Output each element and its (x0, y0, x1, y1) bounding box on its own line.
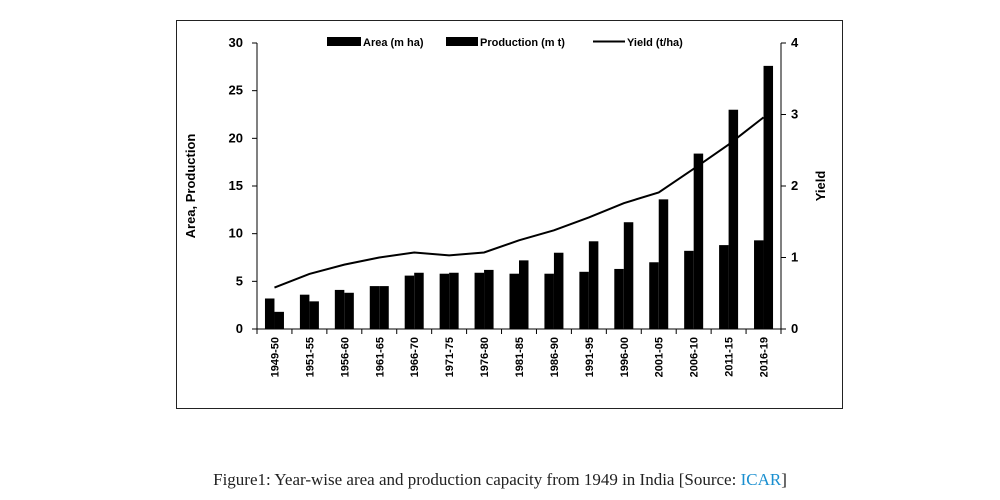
x-tick-label: 1966-70 (409, 337, 421, 377)
left-tick-label: 0 (236, 321, 243, 336)
right-tick-label: 4 (791, 35, 799, 50)
x-tick-label: 1986-90 (549, 337, 561, 377)
right-tick-label: 3 (791, 107, 798, 122)
left-tick-label: 5 (236, 273, 243, 288)
caption-text: Figure1: Year-wise area and production c… (213, 470, 741, 489)
x-tick-label: 1991-95 (584, 337, 596, 377)
x-tick-label: 1996-00 (619, 337, 631, 377)
area-bar (439, 273, 450, 329)
x-tick-label: 1949-50 (269, 337, 281, 377)
left-axis-title: Area, Production (183, 134, 198, 239)
x-tick-label: 1976-80 (479, 337, 491, 377)
legend-label-production: Production (m t) (480, 37, 565, 49)
left-tick-label: 20 (229, 130, 243, 145)
x-tick-label: 1951-55 (304, 337, 316, 377)
left-tick-label: 25 (229, 83, 243, 98)
area-bar (334, 289, 345, 329)
area-bar (544, 273, 554, 329)
x-tick-label: 1956-60 (339, 337, 351, 377)
x-tick-label: 2006-10 (689, 337, 701, 377)
legend-swatch-area (327, 37, 361, 46)
area-bar (719, 245, 729, 329)
area-bar (264, 298, 275, 329)
area-bar (509, 273, 519, 329)
area-bar (369, 286, 380, 329)
area-bar (299, 294, 310, 329)
x-tick-label: 1981-85 (514, 337, 526, 377)
left-tick-label: 30 (229, 35, 243, 50)
caption-close: ] (781, 470, 787, 489)
area-bar (404, 275, 415, 329)
legend-label-yield: Yield (t/ha) (627, 37, 683, 49)
production-bar (344, 292, 354, 329)
production-bar (414, 272, 424, 329)
production-bar (728, 109, 739, 329)
production-bar (379, 286, 389, 329)
area-bar (684, 250, 694, 329)
legend-swatch-production (446, 37, 478, 46)
legend-label-area: Area (m ha) (363, 37, 424, 49)
left-tick-label: 15 (229, 178, 243, 193)
area-bar (579, 271, 589, 329)
right-axis-title: Yield (813, 171, 828, 202)
x-tick-label: 1961-65 (374, 337, 386, 377)
area-bar (754, 240, 764, 329)
production-bar (763, 65, 774, 329)
area-bar (614, 268, 624, 329)
x-tick-label: 2001-05 (654, 337, 666, 377)
production-bar (309, 301, 319, 329)
left-tick-label: 10 (229, 226, 243, 241)
area-bar (649, 262, 659, 329)
caption-source-link[interactable]: ICAR (740, 470, 782, 489)
production-bar (274, 311, 284, 329)
right-tick-label: 2 (791, 178, 798, 193)
production-bar (658, 199, 669, 329)
x-tick-label: 2011-15 (724, 337, 736, 377)
production-bar (519, 260, 529, 329)
chart: 0 5 10 15 20 25 30 0 1 2 3 4 1949-50 1951-55 1956-60 19… (183, 35, 828, 377)
production-bar (484, 269, 494, 329)
right-tick-label: 1 (791, 250, 798, 265)
right-tick-label: 0 (791, 321, 798, 336)
figure-caption: Figure1: Year-wise area and production c… (0, 470, 1000, 490)
production-bar (588, 241, 599, 329)
production-bar (693, 153, 704, 329)
area-bar (474, 272, 485, 329)
figure-frame: 0 5 10 15 20 25 30 0 1 2 3 4 1949-50 1951-55 1956-60 19… (176, 20, 843, 409)
yield-line (274, 116, 765, 289)
production-bar (553, 252, 564, 329)
x-tick-label: 1971-75 (444, 337, 456, 377)
production-bar (449, 272, 459, 329)
production-bar (623, 222, 634, 329)
x-tick-label: 2016-19 (759, 337, 771, 377)
